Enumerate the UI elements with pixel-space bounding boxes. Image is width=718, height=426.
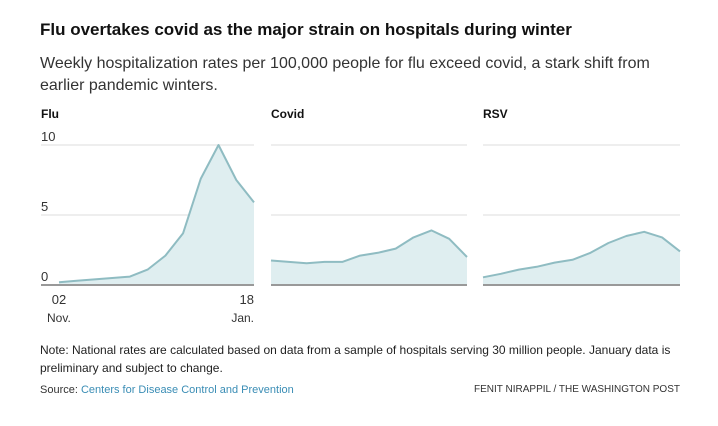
chart-title: Flu overtakes covid as the major strain … (40, 20, 572, 39)
x-tick-sublabel: Nov. (47, 311, 71, 325)
series-line (482, 230, 681, 279)
source-link[interactable]: Centers for Disease Control and Preventi… (80, 384, 294, 396)
source-label: Source: (40, 384, 81, 396)
credit: FENIT NIRAPPIL / THE WASHINGTON POST (474, 384, 680, 395)
source: Source: Centers for Disease Control and … (40, 384, 294, 396)
series-line (270, 229, 468, 265)
chart-note: Note: National rates are calculated base… (40, 343, 671, 375)
area-fill (483, 231, 680, 285)
panel-title: Covid (271, 107, 304, 121)
x-tick-sublabel: Jan. (231, 311, 254, 325)
chart-subtitle: Weekly hospitalization rates per 100,000… (40, 55, 650, 94)
panel-title: RSV (483, 107, 508, 121)
panel-title: Flu (41, 107, 59, 121)
series-line (58, 144, 255, 284)
y-tick-label: 5 (41, 199, 48, 214)
small-multiples-chart: Flu 0 5 10 02 Nov. 18 Jan. Covid RSV (41, 107, 681, 325)
area-fill (59, 145, 254, 285)
area-fill (271, 230, 467, 285)
y-tick-label: 10 (41, 129, 55, 144)
x-tick-label: 02 (52, 292, 66, 307)
x-tick-label: 18 (240, 292, 254, 307)
y-tick-label: 0 (41, 269, 48, 284)
